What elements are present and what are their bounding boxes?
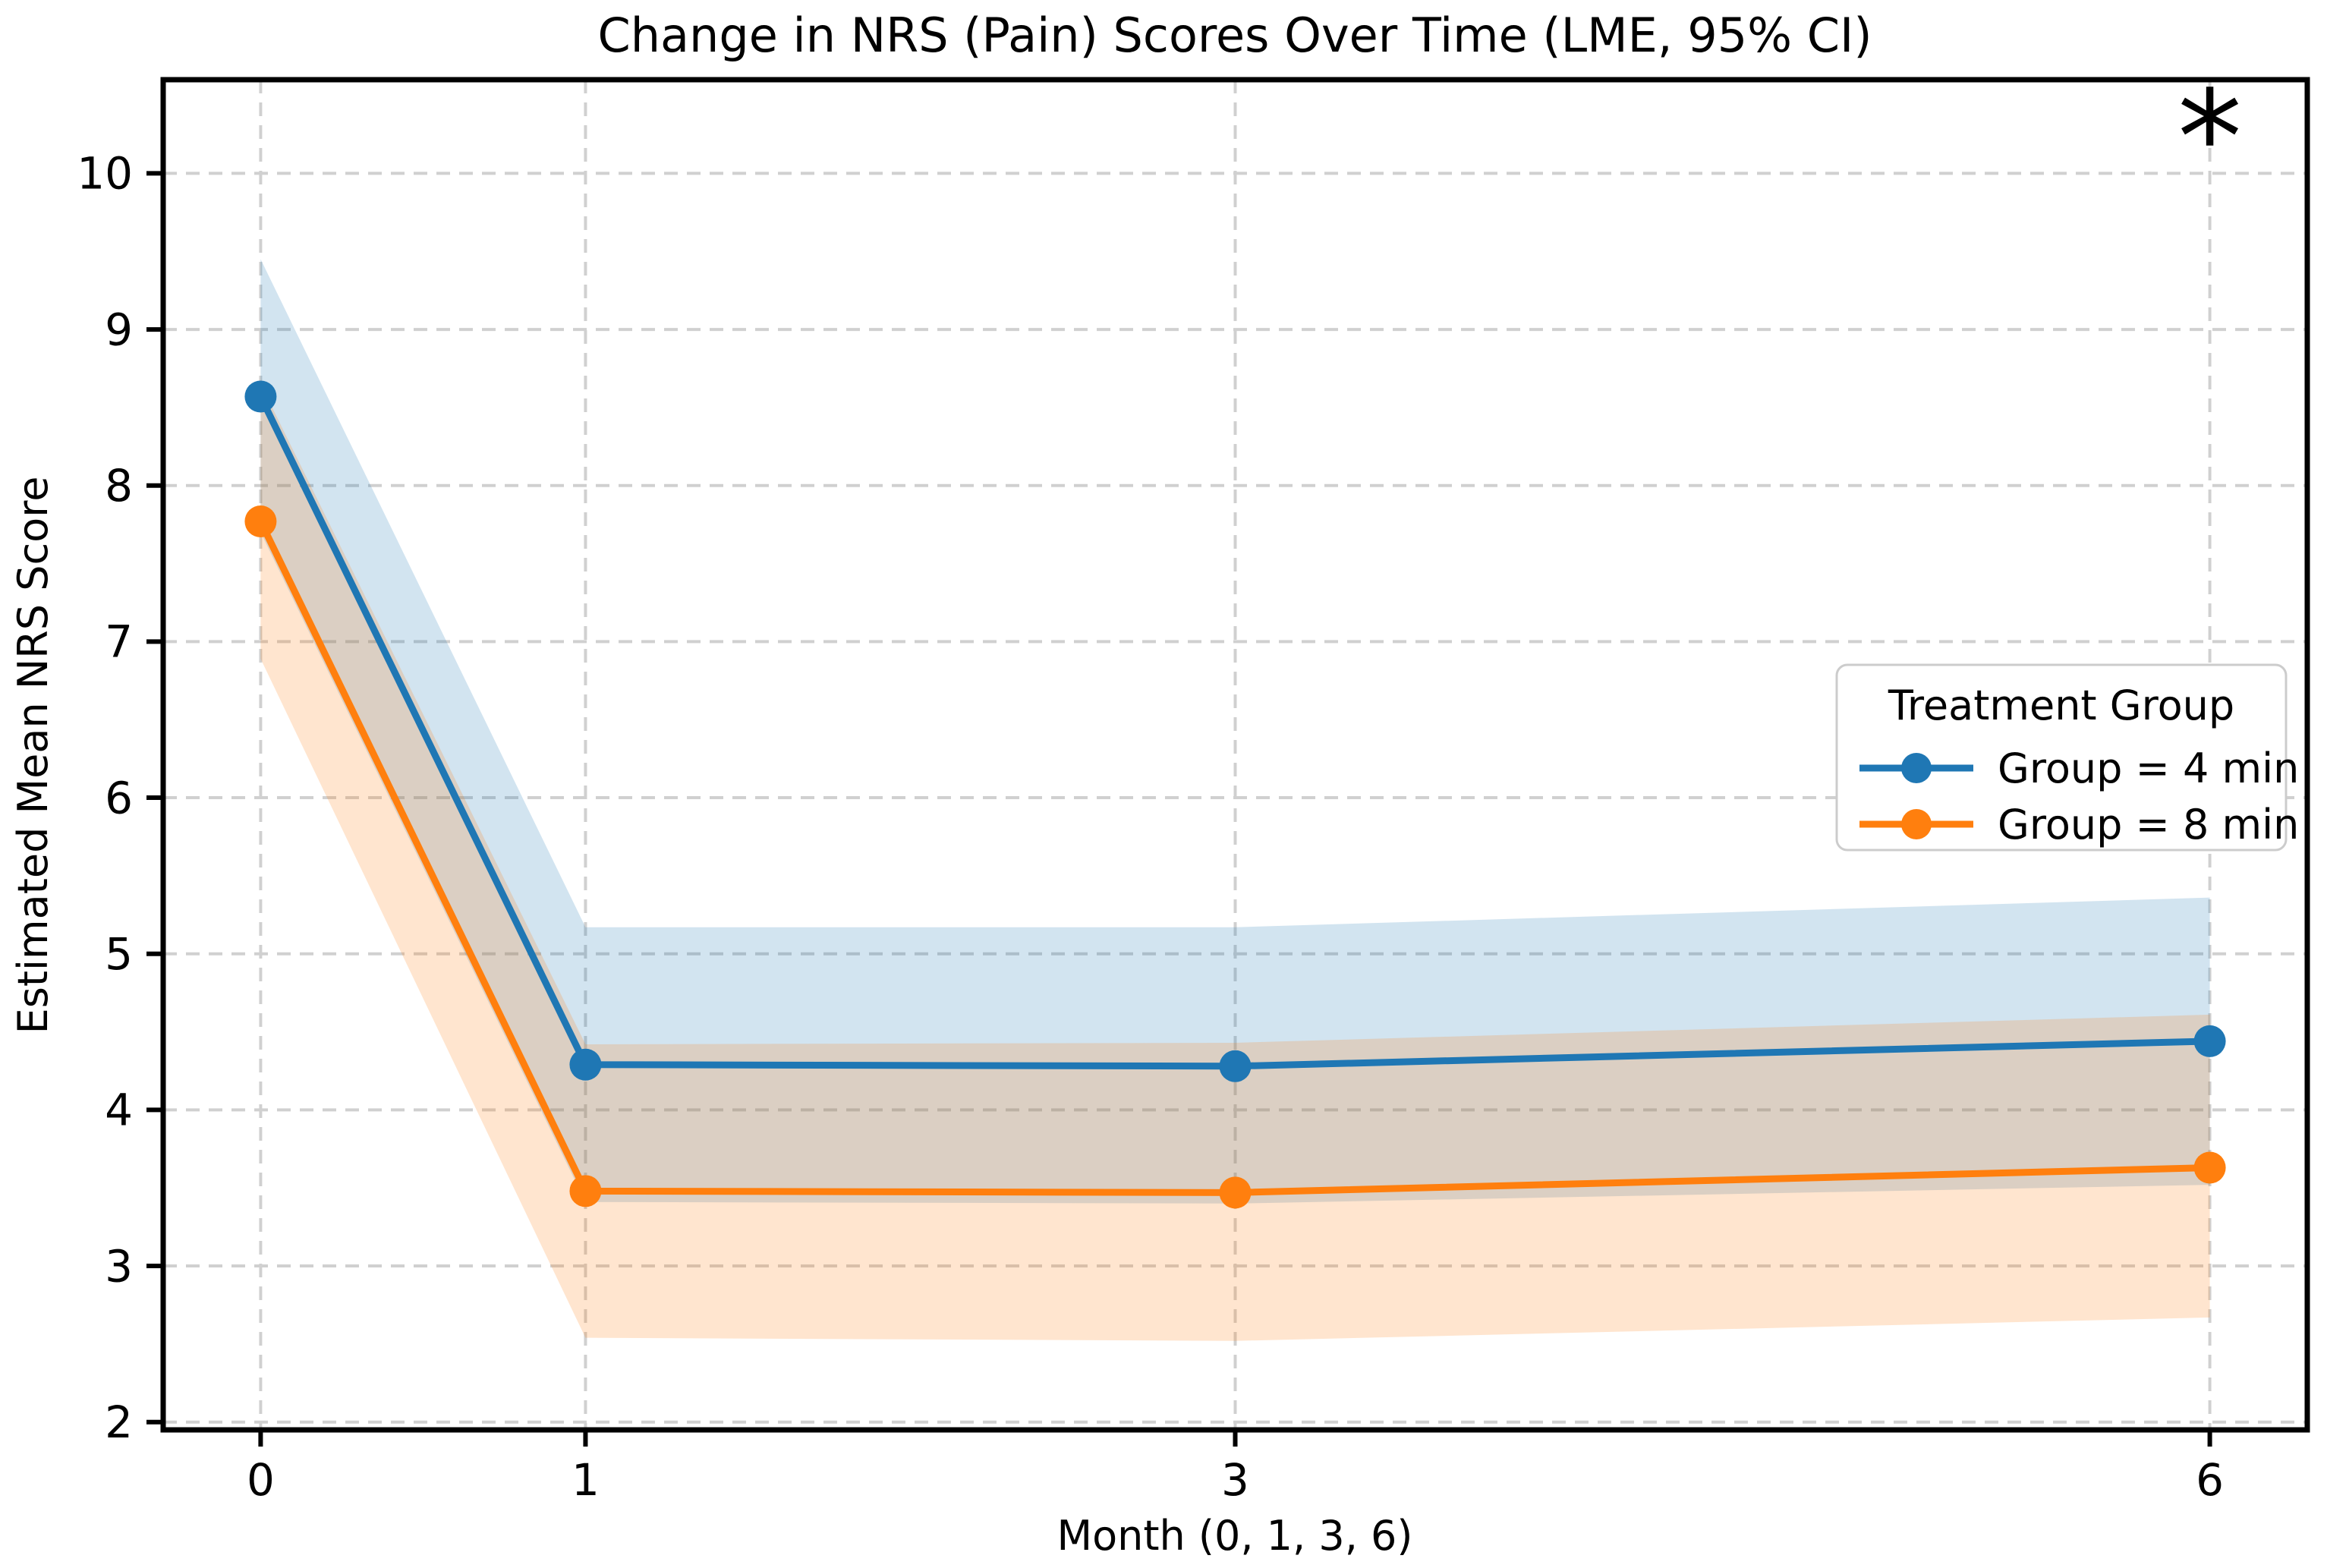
legend-box <box>1835 663 2288 852</box>
y-tick-label: 9 <box>105 304 133 355</box>
ci-bands <box>260 259 2210 1341</box>
data-point-group-8-min <box>569 1175 602 1207</box>
y-tick-label: 2 <box>105 1396 133 1448</box>
y-tick-label: 3 <box>105 1240 133 1292</box>
data-point-group-8-min <box>2193 1151 2226 1184</box>
x-tick-label: 1 <box>572 1454 600 1506</box>
y-tick-label: 6 <box>105 772 133 823</box>
x-axis-label: Month (0, 1, 3, 6) <box>1057 1512 1413 1560</box>
x-tick-label: 6 <box>2196 1454 2224 1506</box>
series-line-group-4-min <box>257 395 2210 1070</box>
data-point-group-4-min <box>569 1048 602 1081</box>
x-tick-label: 0 <box>247 1454 275 1506</box>
series-line-group-8-min <box>257 520 2210 1196</box>
y-tick-label: 8 <box>105 460 133 512</box>
legend: Treatment Group Group = 4 min Group = 8 … <box>1835 663 2299 852</box>
x-tick-label: 3 <box>1221 1454 1249 1506</box>
series-lines <box>244 380 2226 1209</box>
significance-asterisk: * <box>2177 63 2242 213</box>
data-point-group-8-min <box>244 505 277 538</box>
legend-title: Treatment Group <box>1888 682 2234 729</box>
chart-title: Change in NRS (Pain) Scores Over Time (L… <box>597 8 1872 63</box>
legend-item-group-8min: Group = 8 min <box>1859 801 2299 849</box>
legend-item-group-4min: Group = 4 min <box>1859 745 2299 792</box>
legend-marker-4min <box>1901 753 1932 783</box>
legend-label-4min: Group = 4 min <box>1998 745 2299 792</box>
y-tick-label: 7 <box>105 616 133 668</box>
data-point-group-8-min <box>1219 1176 1252 1209</box>
data-point-group-4-min <box>244 380 277 413</box>
ci-band-group-8-min <box>260 384 2210 1341</box>
data-point-group-4-min <box>1219 1050 1252 1082</box>
y-tick-label: 4 <box>105 1085 133 1136</box>
y-axis-label: Estimated Mean NRS Score <box>9 477 57 1034</box>
y-tick-label: 10 <box>77 148 133 200</box>
legend-label-8min: Group = 8 min <box>1998 801 2299 849</box>
axes: 2 3 4 5 6 7 8 9 10 0 1 3 6 <box>77 77 2310 1506</box>
data-point-group-4-min <box>2193 1025 2226 1057</box>
ci-band-group-4-min <box>260 259 2210 1204</box>
y-tick-label: 5 <box>105 928 133 980</box>
legend-marker-8min <box>1901 809 1932 839</box>
